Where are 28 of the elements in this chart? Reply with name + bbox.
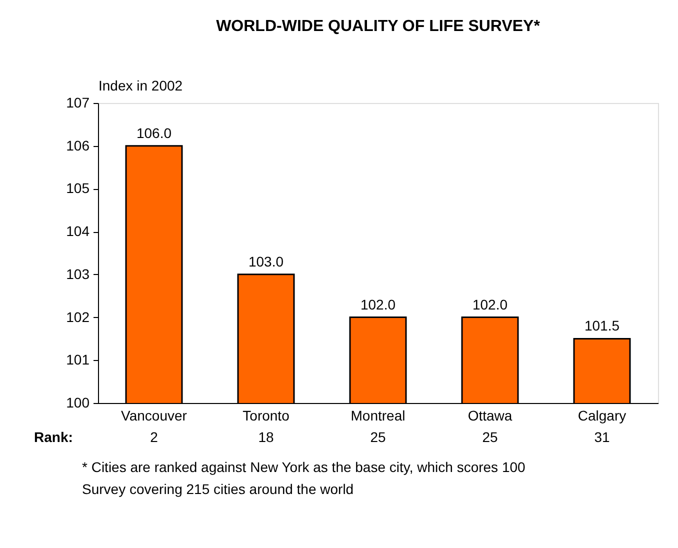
x-tick-label: Vancouver [121,408,188,424]
y-tick-label: 104 [66,223,90,240]
text: Survey covering 215 cities around the world [82,481,354,497]
chart-title: WORLD-WIDE QUALITY OF LIFE SURVEY* [216,18,541,35]
data-label: 102.0 [360,296,396,312]
y-tick-label: 103 [66,266,90,282]
text: 25 [370,429,386,445]
text: 31 [594,429,610,445]
text: * Cities are ranked against New York as the base city, which scores 100 [82,459,526,475]
y-tick-label: 101 [66,352,90,368]
y-tick-label: 100 [66,394,90,410]
data-label: 101.5 [584,318,620,334]
text: 2 [150,429,158,445]
text: 25 [482,429,498,445]
y-tick-label: 105 [66,180,90,196]
y-tick-label: 106 [66,137,90,154]
text: Rank: [34,429,73,445]
data-label: 106.0 [136,124,172,141]
y-tick-label: 102 [66,308,90,325]
y-axis-title: Index in 2002 [98,78,183,94]
text: 18 [258,429,274,445]
x-tick-label: Toronto [242,408,290,424]
data-label: 102.0 [472,296,508,312]
x-tick-label: Montreal [350,408,406,424]
data-label: 103.0 [248,253,284,270]
x-tick-label: Ottawa [468,408,512,424]
x-tick-label: Calgary [578,408,626,424]
y-tick-label: 107 [66,94,90,110]
